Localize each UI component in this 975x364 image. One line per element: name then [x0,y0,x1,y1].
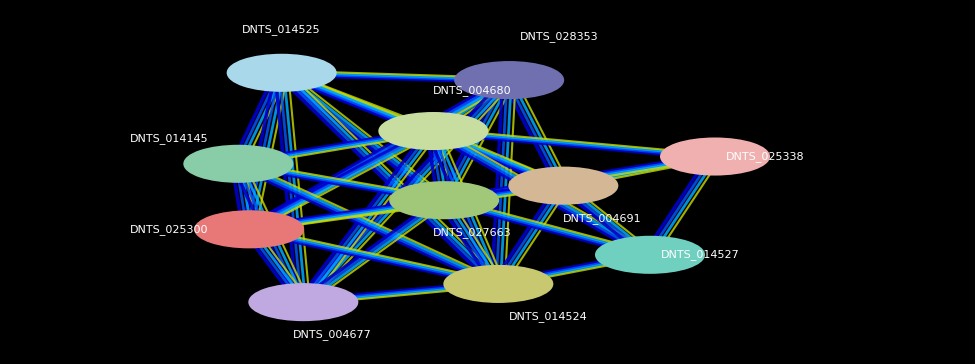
Circle shape [455,62,564,98]
Circle shape [661,138,769,175]
Circle shape [184,146,292,182]
Text: DNTS_025300: DNTS_025300 [130,224,209,235]
Text: DNTS_014525: DNTS_014525 [243,24,321,35]
Circle shape [390,182,498,218]
Circle shape [379,113,488,149]
Text: DNTS_025338: DNTS_025338 [725,151,804,162]
Text: DNTS_028353: DNTS_028353 [520,31,599,42]
Text: DNTS_014524: DNTS_014524 [509,311,588,322]
Circle shape [195,211,303,248]
Text: DNTS_004677: DNTS_004677 [292,329,371,340]
Circle shape [250,284,358,320]
Text: DNTS_014145: DNTS_014145 [130,133,209,144]
Text: DNTS_004691: DNTS_004691 [564,213,642,224]
Circle shape [445,266,553,302]
Circle shape [227,55,335,91]
Circle shape [596,237,704,273]
Text: DNTS_014527: DNTS_014527 [661,249,740,260]
Text: DNTS_004680: DNTS_004680 [433,86,512,96]
Circle shape [509,167,617,204]
Text: DNTS_027663: DNTS_027663 [433,228,512,238]
